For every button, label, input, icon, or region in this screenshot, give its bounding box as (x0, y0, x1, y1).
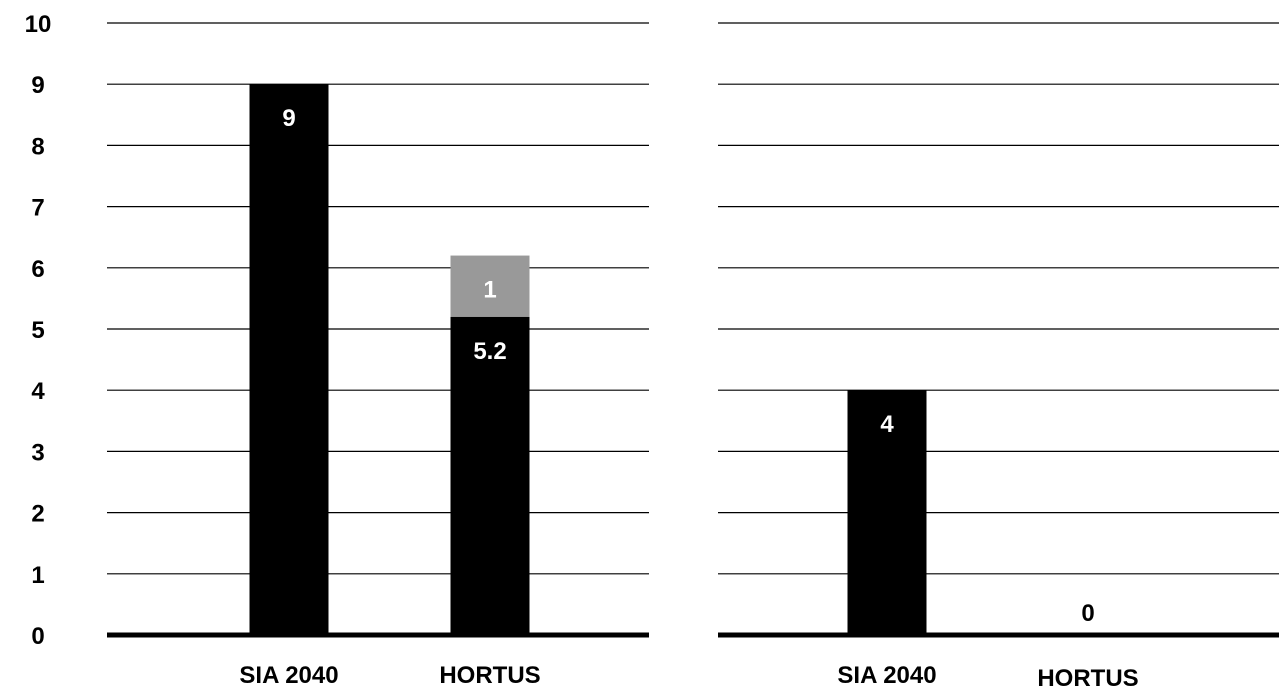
data-label: 1 (483, 277, 496, 304)
data-label: 9 (282, 105, 295, 132)
chart-panel-2: 4 0 SIA 2040 HORTUS (718, 22, 1279, 692)
chart-panel-1: 0 1 2 3 4 5 6 7 8 9 10 9 5.2 1 SIA 2040 HORTUS (25, 11, 649, 689)
y-tick-label: 6 (31, 256, 44, 283)
y-tick-label: 9 (31, 72, 44, 99)
y-tick-label: 0 (31, 623, 44, 650)
data-label: 5.2 (473, 338, 506, 365)
y-tick-label: 7 (31, 195, 44, 222)
y-tick-label: 8 (31, 133, 44, 160)
y-tick-label: 3 (31, 439, 44, 466)
y-tick-label: 5 (31, 317, 44, 344)
bar (450, 316, 530, 635)
x-tick-label: HORTUS (1037, 665, 1138, 692)
x-tick-label: SIA 2040 (837, 662, 936, 689)
data-label: 4 (880, 411, 894, 438)
bar (847, 390, 927, 635)
y-tick-label: 2 (31, 501, 44, 528)
data-label: 0 (1081, 600, 1094, 627)
y-tick-label: 1 (31, 562, 44, 589)
bar (249, 84, 329, 635)
x-tick-label: SIA 2040 (239, 662, 338, 689)
bar (450, 255, 530, 317)
y-tick-label: 4 (31, 378, 45, 405)
y-tick-label: 10 (25, 11, 52, 38)
x-tick-label: HORTUS (439, 662, 540, 689)
